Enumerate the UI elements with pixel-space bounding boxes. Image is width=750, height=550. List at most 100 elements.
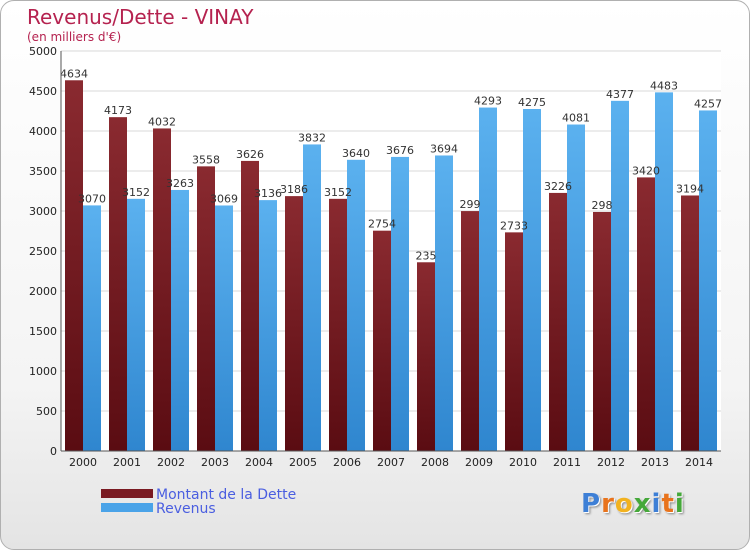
data-label: 3152	[122, 186, 150, 199]
bar-revenus	[567, 124, 585, 452]
y-tick-label: 3000	[29, 205, 57, 218]
x-tick-label: 2008	[421, 456, 449, 469]
y-tick-label: 4000	[29, 125, 57, 138]
bar-dette	[549, 192, 567, 452]
x-tick-label: 2006	[333, 456, 361, 469]
x-tick-label: 2013	[641, 456, 669, 469]
bar-dette	[505, 232, 523, 451]
legend-swatch	[101, 489, 153, 498]
data-label: 3420	[632, 164, 660, 177]
logo-letter: o	[614, 489, 634, 519]
data-label: 3694	[430, 142, 458, 155]
bar-revenus	[127, 198, 145, 451]
logo-letter: x	[633, 489, 652, 519]
bar-dette	[373, 230, 391, 451]
data-label: 235	[416, 249, 437, 262]
y-tick-label: 1500	[29, 325, 57, 338]
bar-dette	[65, 80, 83, 451]
logo-letter: i	[674, 489, 685, 519]
data-label: 4377	[606, 88, 634, 101]
bar-revenus	[347, 159, 365, 452]
data-label: 3069	[210, 192, 238, 205]
data-label: 3676	[386, 144, 414, 157]
logo-letter: t	[661, 489, 675, 519]
chart-subtitle: (en milliers d'€)	[27, 30, 122, 44]
data-label: 299	[460, 198, 481, 211]
x-tick-label: 2014	[685, 456, 713, 469]
bar-dette	[109, 117, 127, 451]
bar-dette	[197, 166, 215, 452]
data-label: 3152	[324, 186, 352, 199]
data-label: 4173	[104, 104, 132, 117]
y-tick-label: 2500	[29, 245, 57, 258]
y-tick-label: 1000	[29, 365, 57, 378]
data-label: 298	[592, 199, 613, 212]
data-label: 3558	[192, 153, 220, 166]
bar-dette	[681, 195, 699, 451]
bar-revenus	[171, 189, 189, 451]
chart-title: Revenus/Dette - VINAY	[27, 5, 254, 29]
proxiti-logo: Proxiti	[581, 489, 685, 519]
data-label: 3194	[676, 182, 704, 195]
bar-revenus	[259, 200, 277, 451]
data-label: 3226	[544, 180, 572, 193]
data-label: 4081	[562, 112, 590, 125]
x-tick-label: 2005	[289, 456, 317, 469]
bar-dette	[637, 177, 655, 451]
data-label: 3070	[78, 192, 106, 205]
data-label: 3263	[166, 177, 194, 190]
x-tick-label: 2000	[69, 456, 97, 469]
data-label: 3136	[254, 187, 282, 200]
data-label: 2754	[368, 218, 396, 231]
x-tick-label: 2002	[157, 456, 185, 469]
x-tick-label: 2010	[509, 456, 537, 469]
x-tick-label: 2009	[465, 456, 493, 469]
bar-revenus	[391, 156, 409, 452]
x-tick-label: 2001	[113, 456, 141, 469]
bar-revenus	[655, 92, 673, 452]
data-label: 2733	[500, 219, 528, 232]
bar-dette	[417, 262, 435, 451]
x-tick-label: 2004	[245, 456, 273, 469]
y-tick-label: 2000	[29, 285, 57, 298]
data-label: 3640	[342, 147, 370, 160]
x-tick-label: 2007	[377, 456, 405, 469]
bar-revenus	[83, 205, 101, 451]
bar-revenus	[611, 100, 629, 451]
y-tick-label: 5000	[29, 45, 57, 58]
bar-revenus	[215, 205, 233, 451]
data-label: 4275	[518, 96, 546, 109]
bar-revenus	[523, 109, 541, 451]
bar-revenus	[699, 110, 717, 451]
logo-letter: r	[601, 489, 615, 519]
bar-dette	[241, 160, 259, 452]
data-label: 4483	[650, 79, 678, 92]
y-tick-label: 3500	[29, 165, 57, 178]
logo-letter: P	[581, 489, 602, 519]
x-tick-label: 2011	[553, 456, 581, 469]
data-label: 4257	[694, 97, 722, 110]
bar-dette	[329, 198, 347, 451]
y-tick-label: 500	[36, 405, 57, 418]
legend-swatch	[101, 503, 153, 512]
bar-dette	[593, 211, 611, 451]
x-tick-label: 2003	[201, 456, 229, 469]
bar-dette	[153, 128, 171, 451]
bar-dette	[285, 196, 303, 451]
data-label: 4634	[60, 67, 88, 80]
bar-revenus	[435, 155, 453, 452]
data-label: 4032	[148, 115, 176, 128]
legend-label: Montant de la Dette	[156, 487, 296, 503]
data-label: 3832	[298, 131, 326, 144]
bar-revenus	[303, 144, 321, 451]
data-label: 4293	[474, 95, 502, 108]
y-tick-label: 4500	[29, 85, 57, 98]
data-label: 3186	[280, 183, 308, 196]
y-tick-label: 0	[50, 445, 57, 458]
legend-label: Revenus	[156, 501, 216, 517]
data-label: 3626	[236, 148, 264, 161]
bar-dette	[461, 211, 479, 451]
x-tick-label: 2012	[597, 456, 625, 469]
